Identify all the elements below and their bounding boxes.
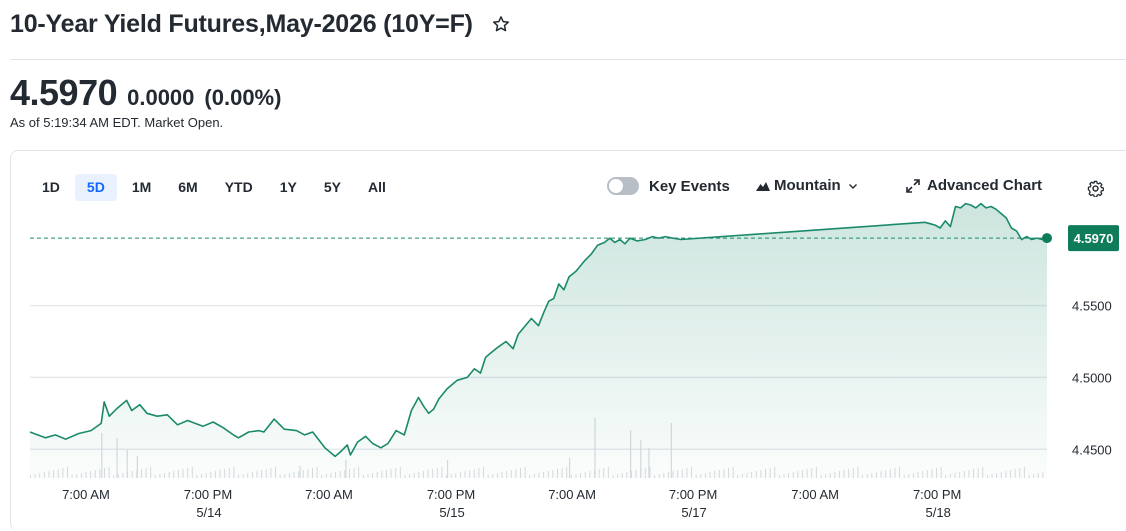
header-divider bbox=[10, 59, 1126, 60]
x-date-label: 5/14 bbox=[196, 505, 221, 520]
current-price-badge bbox=[1068, 225, 1119, 252]
price-area-fill bbox=[30, 203, 1047, 478]
expand-icon bbox=[906, 178, 920, 193]
key-events-label: Key Events bbox=[649, 177, 730, 195]
x-tick-label: 7:00 PM bbox=[913, 487, 961, 502]
advanced-chart-button[interactable]: Advanced Chart bbox=[906, 177, 1042, 194]
page-title: 10-Year Yield Futures,May-2026 (10Y=F) bbox=[10, 9, 473, 38]
current-price-dot bbox=[1042, 233, 1052, 244]
tab-all[interactable]: All bbox=[367, 179, 386, 195]
x-tick-label: 7:00 AM bbox=[548, 487, 596, 502]
y-tick-label: 4.4500 bbox=[1072, 442, 1112, 457]
tab-5d[interactable]: 5D bbox=[74, 174, 117, 201]
as-of-timestamp: As of 5:19:34 AM EDT. Market Open. bbox=[10, 115, 224, 130]
y-tick-label: 4.5000 bbox=[1072, 370, 1112, 385]
x-tick-label: 7:00 AM bbox=[62, 487, 110, 502]
x-date-label: 5/15 bbox=[439, 505, 464, 520]
price-change: 0.0000 bbox=[127, 85, 195, 110]
tab-1d[interactable]: 1D bbox=[42, 179, 60, 195]
y-tick-label: 4.5500 bbox=[1072, 299, 1112, 314]
x-tick-label: 7:00 AM bbox=[305, 487, 353, 502]
x-tick-label: 7:00 PM bbox=[669, 487, 717, 502]
price-change-percent: (0.00%) bbox=[204, 85, 282, 110]
key-events-toggle[interactable] bbox=[607, 177, 639, 195]
title-row: 10-Year Yield Futures,May-2026 (10Y=F) bbox=[10, 4, 511, 44]
advanced-chart-label: Advanced Chart bbox=[927, 177, 1043, 194]
current-price: 4.5970 bbox=[10, 72, 118, 113]
tab-1y[interactable]: 1Y bbox=[279, 179, 297, 195]
quote-row: 4.5970 0.0000 (0.00%) bbox=[10, 72, 281, 114]
tab-ytd[interactable]: YTD bbox=[224, 179, 253, 195]
key-events-control[interactable]: Key Events bbox=[607, 177, 730, 195]
chart-type-dropdown[interactable]: Mountain bbox=[756, 177, 858, 194]
tab-5y[interactable]: 5Y bbox=[323, 179, 341, 195]
chart-type-label: Mountain bbox=[774, 177, 841, 194]
x-tick-label: 7:00 AM bbox=[791, 487, 839, 502]
tab-1m[interactable]: 1M bbox=[131, 179, 152, 195]
range-tabs: 1D 5D 1M 6M YTD 1Y 5Y All bbox=[30, 174, 401, 201]
price-line bbox=[29, 202, 1048, 458]
x-date-label: 5/18 bbox=[926, 505, 951, 520]
chevron-down-icon bbox=[848, 183, 857, 189]
chart-card bbox=[10, 150, 1126, 531]
star-icon[interactable] bbox=[491, 14, 511, 34]
current-price-badge-label: 4.5970 bbox=[1074, 231, 1114, 246]
x-tick-label: 7:00 PM bbox=[427, 487, 475, 502]
gear-icon[interactable] bbox=[1087, 180, 1104, 197]
tab-6m[interactable]: 6M bbox=[178, 179, 198, 195]
mountain-icon bbox=[756, 181, 770, 191]
x-date-label: 5/17 bbox=[681, 505, 706, 520]
x-tick-label: 7:00 PM bbox=[184, 487, 232, 502]
